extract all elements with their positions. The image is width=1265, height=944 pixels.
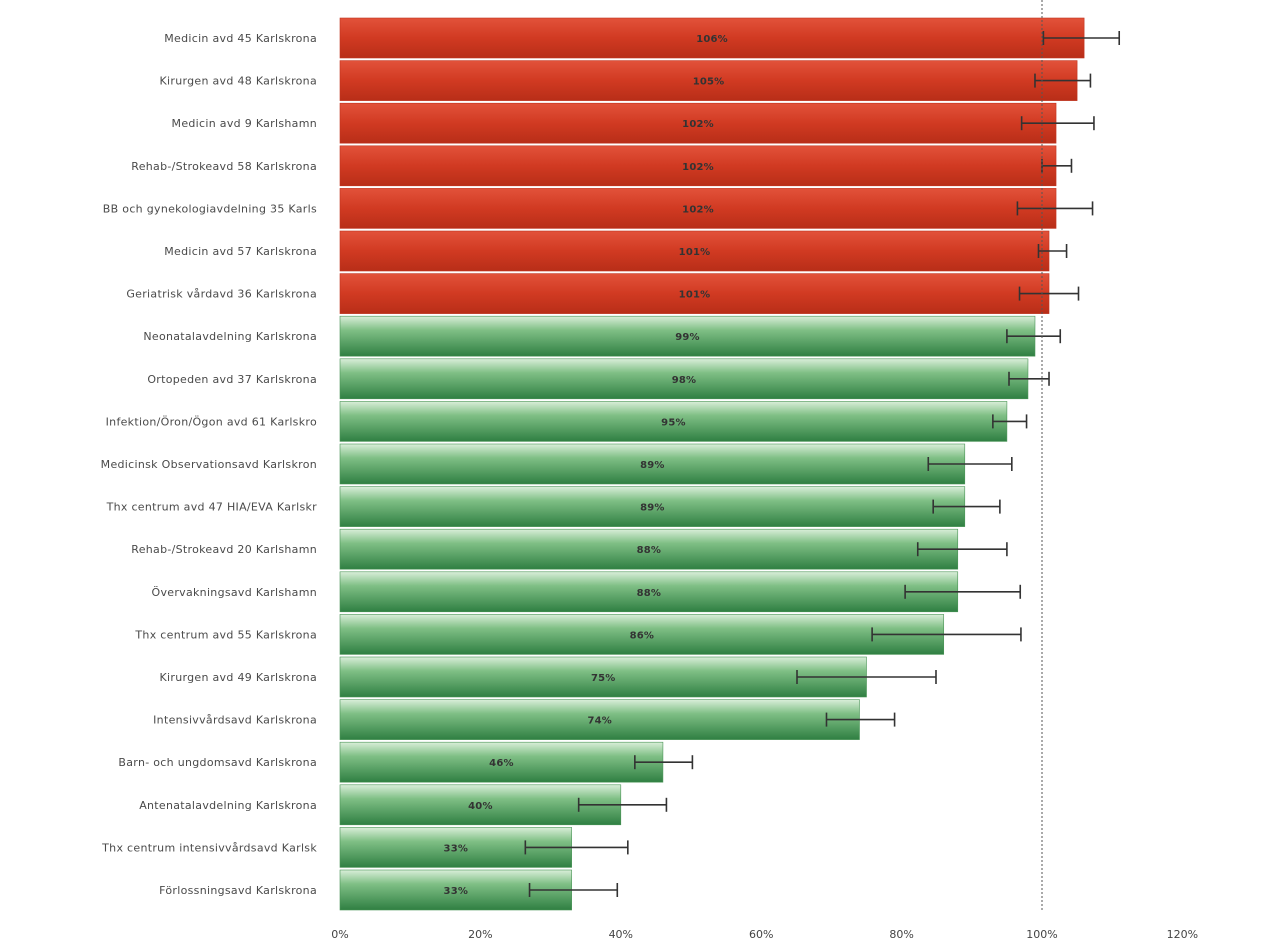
bar-1	[339, 60, 1078, 101]
value-label-13: 88%	[637, 588, 662, 599]
error-bar-12	[916, 542, 1008, 557]
bar-7	[339, 315, 1036, 357]
error-bar-18	[577, 797, 668, 812]
bar-16	[339, 699, 860, 740]
x-tick-label-3: 60%	[749, 928, 773, 941]
category-label-13: Övervakningsavd Karlshamn	[152, 586, 318, 599]
error-bar-0	[1042, 31, 1121, 45]
error-bar-1	[1034, 73, 1092, 88]
value-label-1: 105%	[693, 77, 725, 88]
value-label-0: 106%	[696, 34, 728, 45]
value-label-4: 102%	[682, 204, 714, 215]
error-bar-8	[1008, 371, 1050, 386]
bar-11	[339, 486, 966, 527]
category-label-19: Thx centrum intensivvårdsavd Karlsk	[101, 841, 317, 854]
value-label-3: 102%	[682, 162, 714, 173]
category-label-20: Förlossningsavd Karlskrona	[159, 884, 317, 897]
x-tick-label-1: 20%	[468, 928, 492, 941]
x-tick-label-2: 40%	[609, 928, 633, 941]
category-label-7: Neonatalavdelning Karlskrona	[143, 330, 317, 343]
error-bar-15	[796, 670, 937, 684]
category-label-17: Barn- och ungdomsavd Karlskrona	[118, 756, 317, 769]
bar-6	[339, 273, 1050, 314]
value-label-8: 98%	[672, 375, 697, 386]
error-bar-14	[871, 627, 1022, 642]
error-bar-13	[904, 584, 1022, 599]
error-bar-19	[524, 840, 629, 855]
x-tick-label-5: 100%	[1026, 928, 1057, 941]
error-bar-10	[927, 457, 1013, 471]
value-label-16: 74%	[587, 716, 612, 727]
category-label-15: Kirurgen avd 49 Karlskrona	[160, 671, 318, 684]
bar-17	[339, 741, 664, 783]
error-bar-4	[1016, 201, 1094, 216]
bar-10	[339, 443, 966, 485]
category-label-11: Thx centrum avd 47 HIA/EVA Karlskr	[106, 501, 318, 514]
category-label-4: BB och gynekologiavdelning 35 Karls	[103, 202, 317, 215]
bar-4	[339, 188, 1057, 229]
value-label-17: 46%	[489, 758, 514, 769]
bar-5	[339, 230, 1050, 272]
value-label-7: 99%	[675, 332, 700, 343]
error-bar-2	[1020, 116, 1095, 131]
bar-14	[339, 614, 945, 655]
error-bar-17	[634, 755, 694, 770]
category-label-0: Medicin avd 45 Karlskrona	[164, 32, 317, 45]
category-label-5: Medicin avd 57 Karlskrona	[164, 245, 317, 258]
bar-2	[339, 102, 1057, 144]
value-label-9: 95%	[661, 417, 686, 428]
bar-9	[339, 401, 1008, 442]
category-label-10: Medicinsk Observationsavd Karlskron	[101, 458, 317, 471]
error-bar-11	[932, 499, 1001, 514]
value-label-6: 101%	[679, 290, 711, 301]
error-bar-16	[825, 712, 896, 727]
category-label-6: Geriatrisk vårdavd 36 Karlskrona	[126, 288, 317, 301]
category-label-12: Rehab-/Strokeavd 20 Karlshamn	[131, 543, 317, 556]
bar-0	[339, 17, 1085, 59]
x-tick-label-6: 120%	[1167, 928, 1198, 941]
x-tick-label-0: 0%	[331, 928, 348, 941]
value-label-12: 88%	[637, 545, 662, 556]
value-label-19: 33%	[444, 843, 469, 854]
bar-18	[339, 784, 622, 826]
error-bar-5	[1037, 244, 1068, 258]
error-bar-6	[1018, 286, 1080, 301]
value-label-10: 89%	[640, 460, 665, 471]
category-label-8: Ortopeden avd 37 Karlskrona	[147, 373, 317, 386]
value-label-5: 101%	[679, 247, 711, 258]
value-label-2: 102%	[682, 119, 714, 130]
category-label-2: Medicin avd 9 Karlshamn	[172, 117, 317, 130]
error-bar-7	[1006, 329, 1062, 344]
category-label-3: Rehab-/Strokeavd 58 Karlskrona	[131, 160, 317, 173]
error-bar-20	[528, 883, 619, 897]
error-bar-9	[992, 414, 1028, 429]
bar-3	[339, 145, 1057, 187]
category-label-9: Infektion/Öron/Ögon avd 61 Karlskro	[106, 415, 317, 428]
bar-12	[339, 528, 959, 570]
x-tick-label-4: 80%	[889, 928, 913, 941]
value-label-18: 40%	[468, 801, 493, 812]
value-label-15: 75%	[591, 673, 616, 684]
category-label-1: Kirurgen avd 48 Karlskrona	[160, 75, 318, 88]
value-label-20: 33%	[444, 886, 469, 897]
value-label-11: 89%	[640, 503, 665, 514]
bar-8	[339, 358, 1029, 400]
bar-15	[339, 656, 867, 698]
category-label-14: Thx centrum avd 55 Karlskrona	[134, 628, 317, 641]
bar-13	[339, 571, 959, 613]
category-label-18: Antenatalavdelning Karlskrona	[139, 799, 317, 812]
category-label-16: Intensivvårdsavd Karlskrona	[153, 714, 317, 727]
value-label-14: 86%	[630, 630, 655, 641]
